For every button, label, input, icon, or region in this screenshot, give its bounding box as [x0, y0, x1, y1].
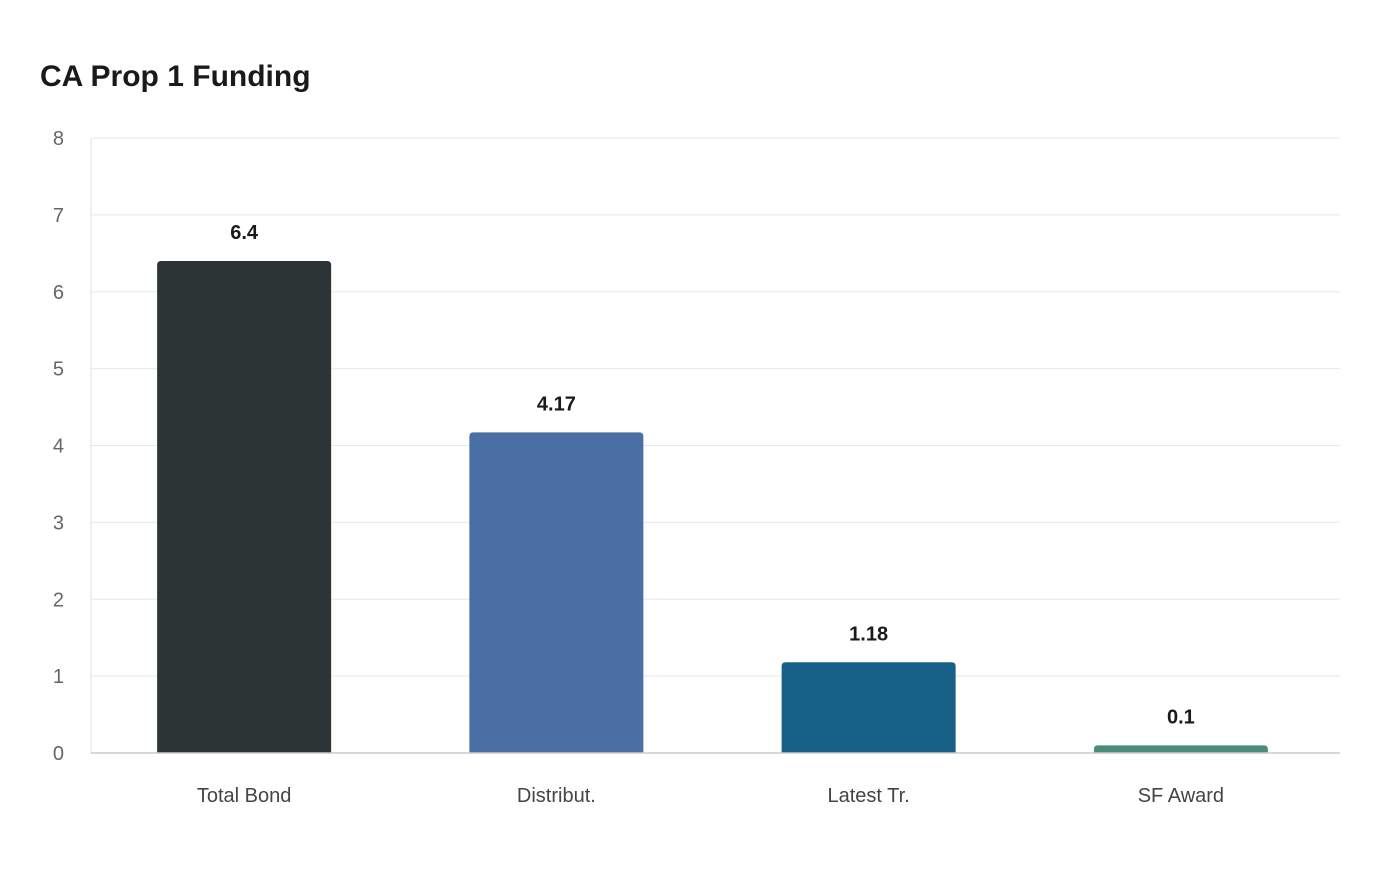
y-tick-label: 7 — [53, 205, 64, 227]
bar — [1093, 745, 1268, 753]
bar — [469, 432, 644, 753]
y-tick-label: 1 — [53, 666, 64, 688]
y-tick-label: 8 — [53, 128, 64, 150]
y-tick-label: 5 — [53, 359, 64, 381]
data-label: 0.1 — [1167, 706, 1195, 728]
bar — [781, 662, 956, 753]
y-tick-label: 2 — [53, 589, 64, 611]
data-label: 4.17 — [537, 393, 576, 415]
y-tick-label: 3 — [53, 512, 64, 534]
data-label: 6.4 — [230, 222, 259, 244]
x-tick-label: Distribut. — [517, 785, 596, 807]
x-tick-label: Total Bond — [197, 785, 292, 807]
bar — [157, 261, 332, 753]
y-tick-label: 0 — [53, 743, 64, 765]
chart-title: CA Prop 1 Funding — [40, 60, 311, 93]
y-tick-label: 4 — [53, 436, 64, 458]
x-tick-label: SF Award — [1138, 785, 1224, 807]
data-label: 1.18 — [849, 623, 888, 645]
x-tick-label: Latest Tr. — [827, 785, 909, 807]
y-tick-label: 6 — [53, 282, 64, 304]
